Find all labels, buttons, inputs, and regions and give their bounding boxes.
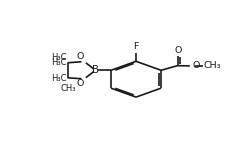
Text: B: B xyxy=(92,65,99,75)
Text: O: O xyxy=(193,61,200,70)
Text: O: O xyxy=(76,52,84,61)
Text: F: F xyxy=(133,42,139,51)
Text: H₃C: H₃C xyxy=(51,58,66,67)
Text: O: O xyxy=(174,46,181,55)
Text: H₃C: H₃C xyxy=(51,53,66,62)
Text: CH₃: CH₃ xyxy=(60,84,76,93)
Text: CH₃: CH₃ xyxy=(203,61,221,70)
Text: H₃C: H₃C xyxy=(51,74,66,83)
Text: O: O xyxy=(76,79,84,88)
